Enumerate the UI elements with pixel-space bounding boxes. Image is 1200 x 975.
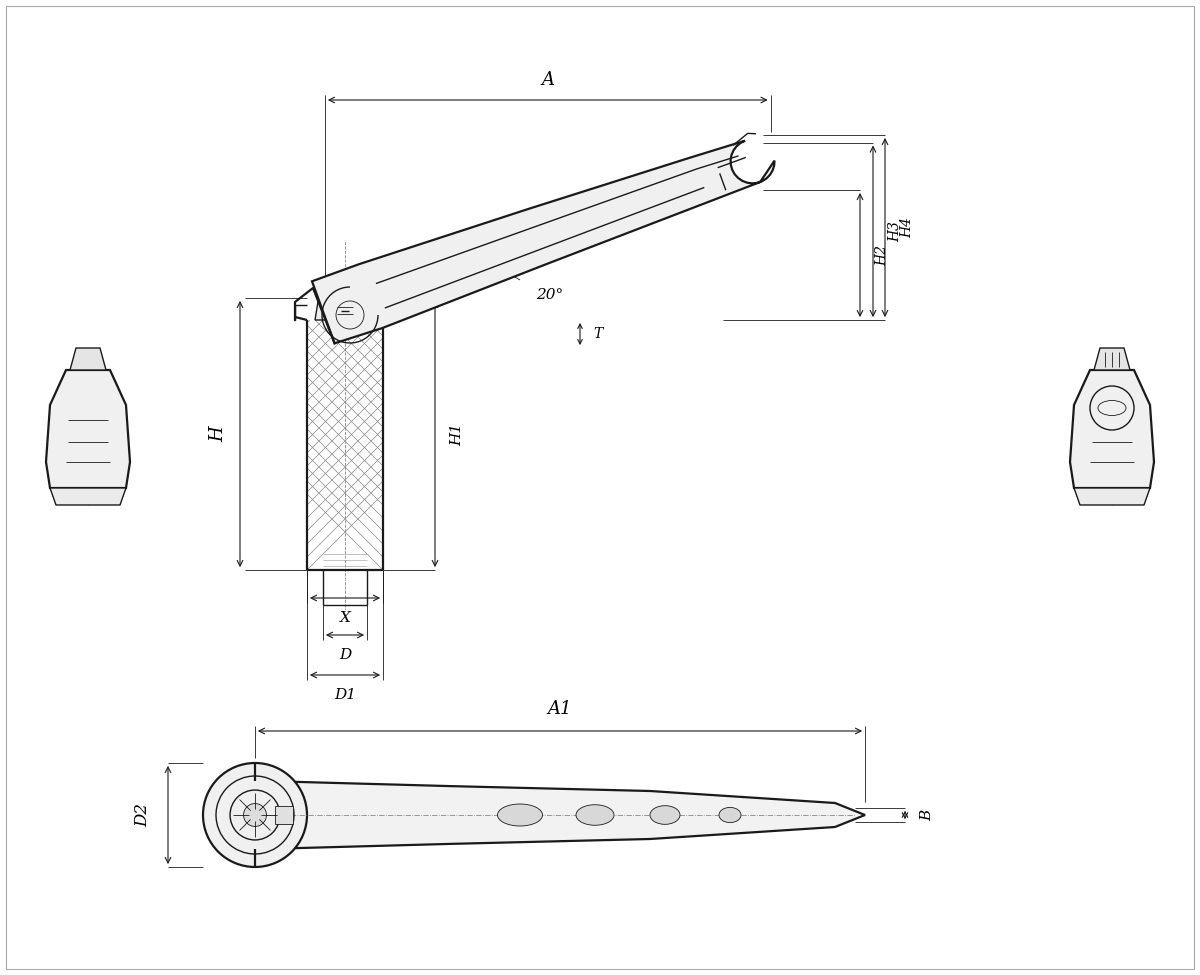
- Polygon shape: [50, 488, 126, 505]
- Text: H: H: [209, 426, 227, 442]
- Text: D2: D2: [134, 803, 151, 827]
- Polygon shape: [1094, 348, 1130, 370]
- Text: A: A: [541, 71, 554, 89]
- Polygon shape: [254, 765, 865, 865]
- Text: X: X: [340, 611, 350, 625]
- Text: D: D: [338, 648, 352, 662]
- Ellipse shape: [576, 804, 614, 825]
- Polygon shape: [312, 140, 774, 343]
- Ellipse shape: [719, 807, 742, 823]
- Text: A1: A1: [547, 700, 572, 718]
- Polygon shape: [316, 298, 374, 320]
- Circle shape: [244, 803, 266, 827]
- Text: T: T: [593, 327, 602, 341]
- Text: D1: D1: [334, 688, 356, 702]
- Circle shape: [203, 763, 307, 867]
- Text: H3: H3: [888, 220, 902, 242]
- Polygon shape: [1074, 488, 1150, 505]
- Ellipse shape: [650, 805, 680, 824]
- Polygon shape: [1070, 370, 1154, 488]
- Polygon shape: [46, 370, 130, 488]
- Text: H1: H1: [450, 422, 464, 446]
- Text: B: B: [920, 809, 934, 821]
- Bar: [275, 806, 293, 824]
- Text: H4: H4: [900, 217, 914, 238]
- Ellipse shape: [498, 804, 542, 826]
- Polygon shape: [70, 348, 106, 370]
- Text: H2: H2: [875, 245, 889, 265]
- Text: 20°: 20°: [536, 288, 564, 302]
